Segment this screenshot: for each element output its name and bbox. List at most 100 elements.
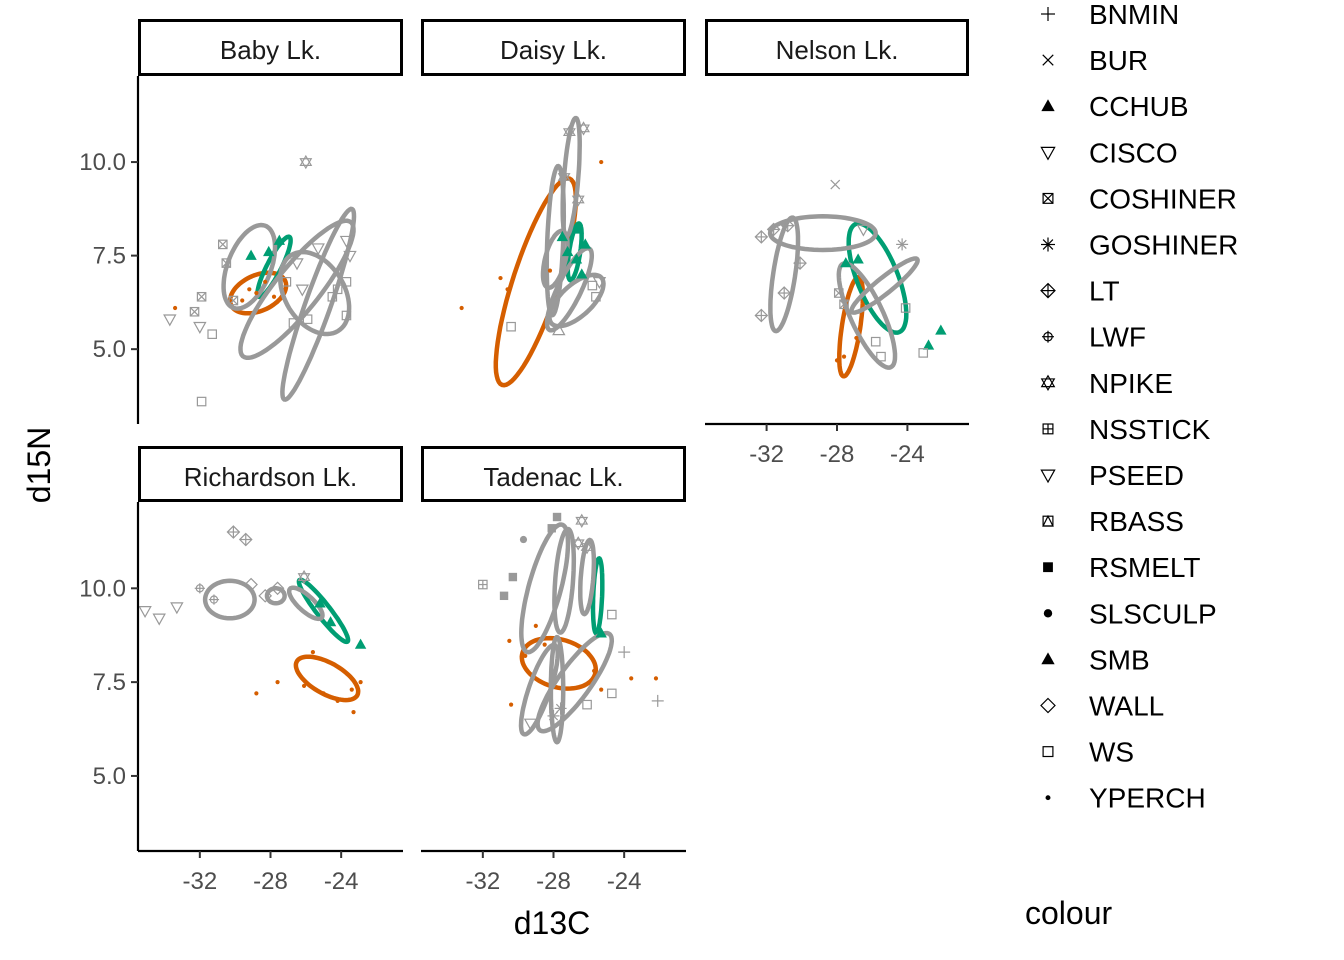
legend-key: [1040, 697, 1056, 714]
data-point: [629, 676, 634, 681]
legend-item-lwf: LWF: [1042, 322, 1146, 353]
data-point: [288, 318, 299, 328]
legend-key: [1045, 795, 1051, 801]
data-point: [592, 668, 597, 673]
ellipse-other: [278, 249, 352, 337]
data-point: [207, 329, 217, 339]
legend-label: YPERCH: [1089, 783, 1206, 814]
ellipse-other: [238, 218, 356, 361]
plot-area: [459, 115, 607, 388]
legend-label: CISCO: [1089, 137, 1178, 168]
legend-item-bnmin: BNMIN: [1041, 0, 1179, 30]
legend-label: LT: [1089, 276, 1120, 307]
legend-key: [1043, 562, 1053, 573]
data-point: [254, 290, 259, 296]
data-point: [194, 583, 205, 594]
data-point: [856, 224, 871, 237]
data-point: [830, 179, 841, 190]
plot-area: [754, 179, 947, 379]
y-tick-label: 7.5: [93, 243, 126, 270]
legend-item-ws: WS: [1042, 737, 1134, 768]
legend-item-goshiner: GOSHINER: [1041, 230, 1238, 261]
data-point: [547, 268, 553, 273]
data-point: [754, 230, 769, 244]
legend-item-wall: WALL: [1040, 691, 1164, 722]
data-point: [335, 698, 340, 703]
ellipse-other: [286, 585, 325, 622]
ellipse-other: [544, 163, 567, 318]
ellipse-other: [552, 526, 577, 635]
legend-key: [1042, 54, 1054, 66]
legend-title: colour: [1025, 895, 1113, 931]
data-point: [570, 253, 583, 264]
data-point: [221, 258, 232, 268]
panel-richardson-lk: Richardson Lk. 5.0 7.5 10.0 -32 -28 -24: [79, 446, 403, 895]
legend-label: LWF: [1089, 322, 1146, 353]
data-point: [193, 321, 207, 334]
ellipse-other: [518, 642, 560, 737]
data-point: [173, 305, 178, 311]
panels-layer: Baby Lk. 5.0 7.5 10.0 Daisy Lk. Nelson Lk. -32…: [79, 19, 969, 895]
data-point: [341, 277, 352, 287]
ellipse-yperch: [293, 654, 361, 703]
data-point: [575, 513, 589, 528]
ellipse-other: [768, 215, 801, 334]
data-point: [505, 287, 510, 292]
data-point: [263, 279, 268, 284]
data-point: [244, 577, 258, 592]
ellipse-other: [836, 261, 898, 370]
x-axis-title: d13C: [514, 905, 591, 941]
data-point: [478, 579, 488, 590]
data-point: [852, 253, 864, 264]
data-point: [556, 230, 569, 242]
data-point: [582, 699, 592, 710]
data-point: [271, 294, 277, 299]
data-point: [332, 284, 343, 295]
data-point: [918, 348, 929, 358]
ellipse-other: [547, 272, 606, 329]
data-point: [587, 280, 598, 291]
data-point: [840, 257, 852, 268]
data-point: [226, 525, 241, 539]
legend-label: WALL: [1089, 691, 1164, 722]
data-point: [310, 650, 315, 655]
data-point: [254, 691, 259, 696]
data-point: [351, 710, 356, 715]
ellipse-other: [535, 630, 615, 734]
panel-nelson-lk: Nelson Lk. -32 -28 -24: [705, 19, 969, 468]
data-point: [599, 687, 604, 692]
data-point: [606, 688, 617, 699]
y-tick-label: 7.5: [93, 669, 126, 696]
data-point: [542, 642, 547, 647]
ellipse-smb: [846, 221, 909, 335]
data-point: [327, 291, 338, 302]
legend-key: [1041, 652, 1055, 665]
legend-item-npike: NPIKE: [1040, 368, 1173, 399]
data-point: [189, 306, 200, 317]
legend-label: NPIKE: [1089, 368, 1173, 399]
data-point: [358, 680, 363, 685]
x-tick-label: -28: [536, 868, 571, 895]
x-tick-label: -24: [890, 441, 925, 468]
legend-key: [1043, 609, 1053, 618]
data-point: [302, 314, 313, 325]
data-point: [547, 524, 556, 533]
data-point: [163, 314, 177, 327]
legend-label: COSHINER: [1089, 183, 1237, 214]
x-tick-label: -24: [324, 868, 359, 895]
legend-key: [1042, 423, 1054, 435]
data-point: [552, 512, 562, 522]
data-point: [854, 335, 859, 341]
data-point: [321, 691, 326, 696]
data-point: [498, 275, 503, 281]
facet-strip: [421, 19, 686, 76]
x-tick-label: -32: [465, 868, 500, 895]
data-point: [273, 234, 286, 245]
data-point: [839, 299, 849, 310]
data-point: [297, 569, 311, 585]
legend-item-nsstick: NSSTICK: [1042, 414, 1211, 445]
y-tick-label: 5.0: [93, 763, 126, 790]
data-point: [341, 310, 352, 321]
legend-key: [1040, 282, 1056, 299]
data-point: [572, 223, 584, 234]
